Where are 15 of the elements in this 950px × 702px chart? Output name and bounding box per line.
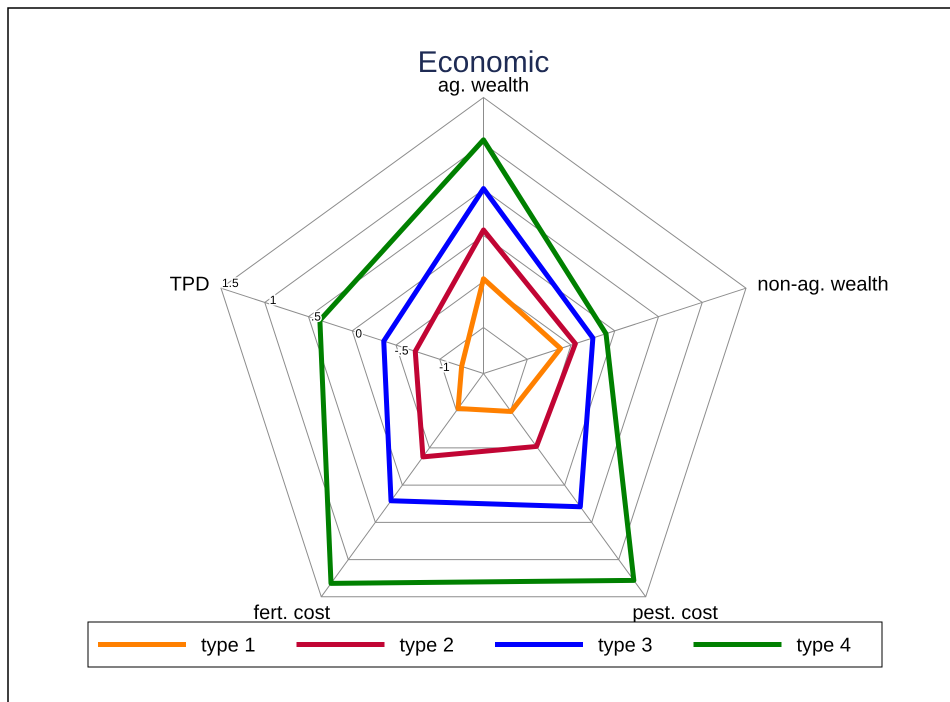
spoke-label: pest. cost bbox=[632, 602, 718, 624]
y-tick-label: 1.5 bbox=[222, 276, 239, 290]
legend-label: type 4 bbox=[796, 634, 851, 656]
y-tick-label: -1 bbox=[439, 360, 450, 374]
spoke-label: fert. cost bbox=[254, 602, 331, 624]
y-tick-label: -.5 bbox=[394, 343, 409, 358]
legend-label: type 3 bbox=[598, 634, 652, 656]
spoke-label: non-ag. wealth bbox=[757, 274, 889, 296]
spoke-label: ag. wealth bbox=[438, 74, 530, 96]
y-tick-label: .5 bbox=[310, 310, 322, 324]
legend-label: type 2 bbox=[400, 634, 454, 656]
y-tick-label: 0 bbox=[355, 326, 362, 341]
y-tick-label: 1 bbox=[270, 292, 277, 307]
spoke-label: TPD bbox=[170, 274, 210, 296]
legend-label: type 1 bbox=[201, 634, 256, 656]
